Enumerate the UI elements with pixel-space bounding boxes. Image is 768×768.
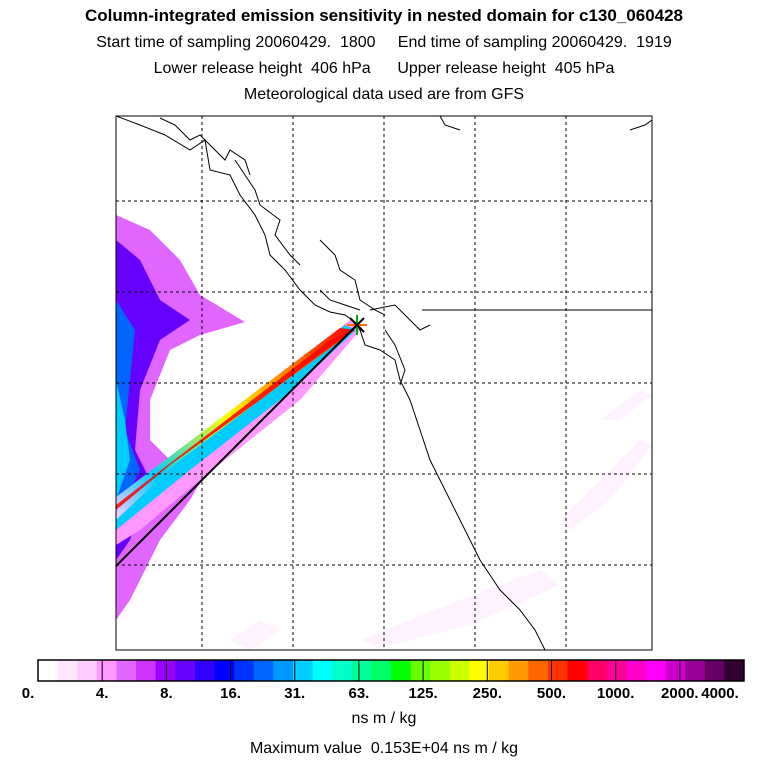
colorbar-cell [312, 660, 333, 681]
main-plume [116, 320, 362, 545]
colorbar-cell [351, 660, 372, 681]
colorbar-tick-label: 16. [220, 685, 241, 702]
star-marker-icon [347, 315, 367, 335]
colorbar-cell [469, 660, 490, 681]
trajectory-line [116, 324, 358, 567]
colorbar-cell [430, 660, 451, 681]
colorbar-cell [214, 660, 235, 681]
colorbar-cell [665, 660, 686, 681]
colorbar-cell [136, 660, 157, 681]
max-value-text: Maximum value 0.153E+04 ns m / kg [249, 740, 519, 757]
colorbar-cell [96, 660, 117, 681]
colorbar-tick-label: 31. [284, 685, 306, 702]
colorbar-cell [567, 660, 588, 681]
colorbar-cell [724, 660, 745, 681]
release-height-line: Lower release height 406 hPa Upper relea… [153, 60, 615, 77]
colorbar-tick-label: 125. [408, 685, 438, 702]
colorbar-cell [332, 660, 353, 681]
colorbar-cell [449, 660, 470, 681]
colorbar-cell [626, 660, 647, 681]
colorbar-cell [606, 660, 627, 681]
colorbar-cell [587, 660, 608, 681]
colorbar-cell [528, 660, 549, 681]
page-title: Column-integrated emission sensitivity i… [84, 6, 684, 25]
colorbar-cell [155, 660, 176, 681]
colorbar-cell [685, 660, 706, 681]
colorbar-cell [234, 660, 255, 681]
colorbar-cell [508, 660, 529, 681]
colorbar-cell [194, 660, 215, 681]
met-data-line: Meteorological data used are from GFS [243, 86, 525, 103]
colorbar-tick-label: 1000. [596, 685, 635, 702]
colorbar-units: ns m / kg [351, 710, 417, 727]
grid-lines [116, 116, 652, 650]
colorbar-cell [273, 660, 294, 681]
colorbar-tick-label: 8. [160, 685, 173, 702]
colorbar-cell [489, 660, 510, 681]
colorbar-cell [704, 660, 725, 681]
colorbar-cell [547, 660, 568, 681]
map-frame [115, 115, 653, 651]
colorbar-cell [292, 660, 314, 681]
colorbar-tick-label: 250. [472, 685, 502, 702]
faint-sensitivity-area [230, 390, 652, 650]
colorbar-cell [77, 660, 98, 681]
colorbar-cell [175, 660, 196, 681]
colorbar-tick-label: 63. [348, 685, 370, 702]
colorbar-cell [253, 660, 274, 681]
colorbar-tick-label: 0. [21, 685, 35, 702]
colorbar-cell [645, 660, 667, 681]
colorbar-tick-label: 4000. [701, 685, 739, 702]
colorbar-cell [116, 660, 137, 681]
colorbar-cell [391, 660, 412, 681]
colorbar-cell [38, 660, 59, 681]
colorbar-tick-label: 4. [95, 685, 109, 702]
colorbar-tick-label: 2000. [661, 685, 699, 702]
colorbar-cell [57, 660, 78, 681]
colorbar-cell [371, 660, 392, 681]
colorbar-cell [410, 660, 431, 681]
sampling-time-line: Start time of sampling 20060429. 1800 En… [96, 34, 672, 51]
colorbar-tick-label: 500. [536, 685, 567, 702]
